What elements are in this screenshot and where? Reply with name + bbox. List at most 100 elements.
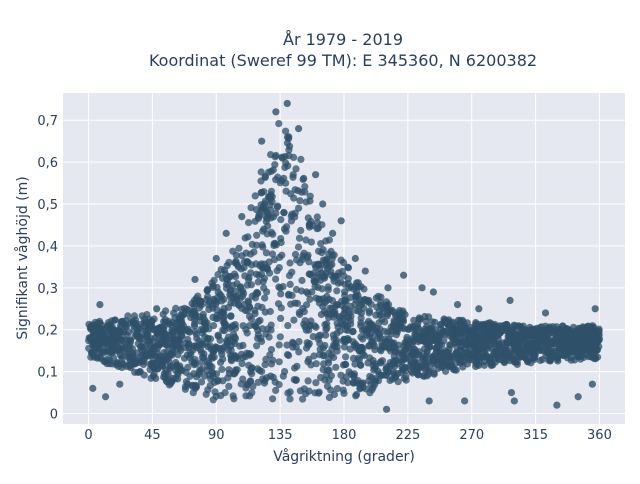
data-point [292,285,301,294]
data-point [191,328,199,336]
data-point [139,360,148,369]
data-point [344,275,352,283]
y-tick-labels: 0 0,1 0,2 0,3 0,4 0,5 0,6 0,7 [37,114,58,422]
data-point [333,301,341,309]
data-point [286,395,294,403]
data-point [245,219,253,227]
data-point [419,355,427,363]
data-point [251,217,259,225]
data-point [453,300,462,309]
data-point [510,397,518,405]
data-point [203,286,211,295]
data-point [196,366,204,374]
data-point [98,334,106,342]
data-point [289,173,297,181]
y-axis-label: Signifikant våghöjd (m) [14,176,31,339]
data-point [89,384,97,392]
data-point [297,155,305,163]
data-point [292,165,300,173]
data-point [261,294,269,302]
data-point [220,308,228,316]
data-point [176,362,184,370]
data-point [414,319,422,327]
data-point [533,341,542,349]
data-point [164,370,172,378]
data-point [269,213,278,221]
data-point [210,322,218,330]
data-point [136,325,144,333]
data-point [257,168,265,176]
data-point [197,378,206,386]
data-point [301,188,309,196]
x-tick-label: 360 [587,428,612,443]
data-point [355,347,364,355]
data-point [428,318,436,326]
data-point [279,372,287,380]
data-point [365,309,373,317]
data-point [295,204,303,212]
data-point [244,233,252,241]
data-point [282,127,290,135]
data-point [162,377,170,385]
x-tick-label: 225 [395,428,420,443]
data-point [239,287,247,295]
data-point [212,254,220,263]
data-point [99,341,107,349]
data-point [291,250,300,258]
data-point [333,329,341,337]
data-point [232,273,240,281]
x-tick-label: 135 [268,428,293,443]
data-point [147,374,155,382]
data-point [118,363,126,372]
data-point [115,346,123,354]
data-point [181,383,190,391]
data-point [351,283,359,291]
data-point [283,133,292,141]
data-point [197,325,205,333]
data-point [378,371,386,379]
data-point [369,383,377,392]
data-point [85,320,93,328]
data-point [212,315,220,323]
data-point [399,307,407,315]
data-point [578,327,586,335]
data-point [296,259,304,267]
data-point [524,340,532,348]
data-point [300,308,308,316]
data-point [223,262,231,270]
data-point [226,324,234,332]
data-point [305,258,313,266]
data-point [306,295,314,303]
data-point [407,359,415,367]
data-point [441,316,449,324]
data-point [426,365,435,373]
data-point [392,326,400,335]
data-point [432,349,440,357]
data-point [178,319,186,327]
data-point [303,339,311,347]
data-point [490,339,498,347]
data-point [92,338,100,346]
data-point [381,318,389,326]
data-point [536,356,544,365]
data-point [475,305,483,313]
data-point [144,331,152,339]
data-point [319,351,327,359]
data-point [574,393,582,401]
data-point [424,358,432,366]
data-point [325,349,333,357]
data-point [307,238,315,246]
data-point [258,325,266,333]
data-point [341,291,349,299]
x-tick-label: 270 [459,428,484,443]
x-tick-label: 0 [84,428,92,443]
data-point [352,392,360,400]
data-point [255,271,263,279]
data-point [487,320,495,328]
data-point [319,200,327,208]
data-point [538,323,546,331]
data-point [121,342,130,351]
data-point [588,380,596,388]
data-point [275,120,283,128]
